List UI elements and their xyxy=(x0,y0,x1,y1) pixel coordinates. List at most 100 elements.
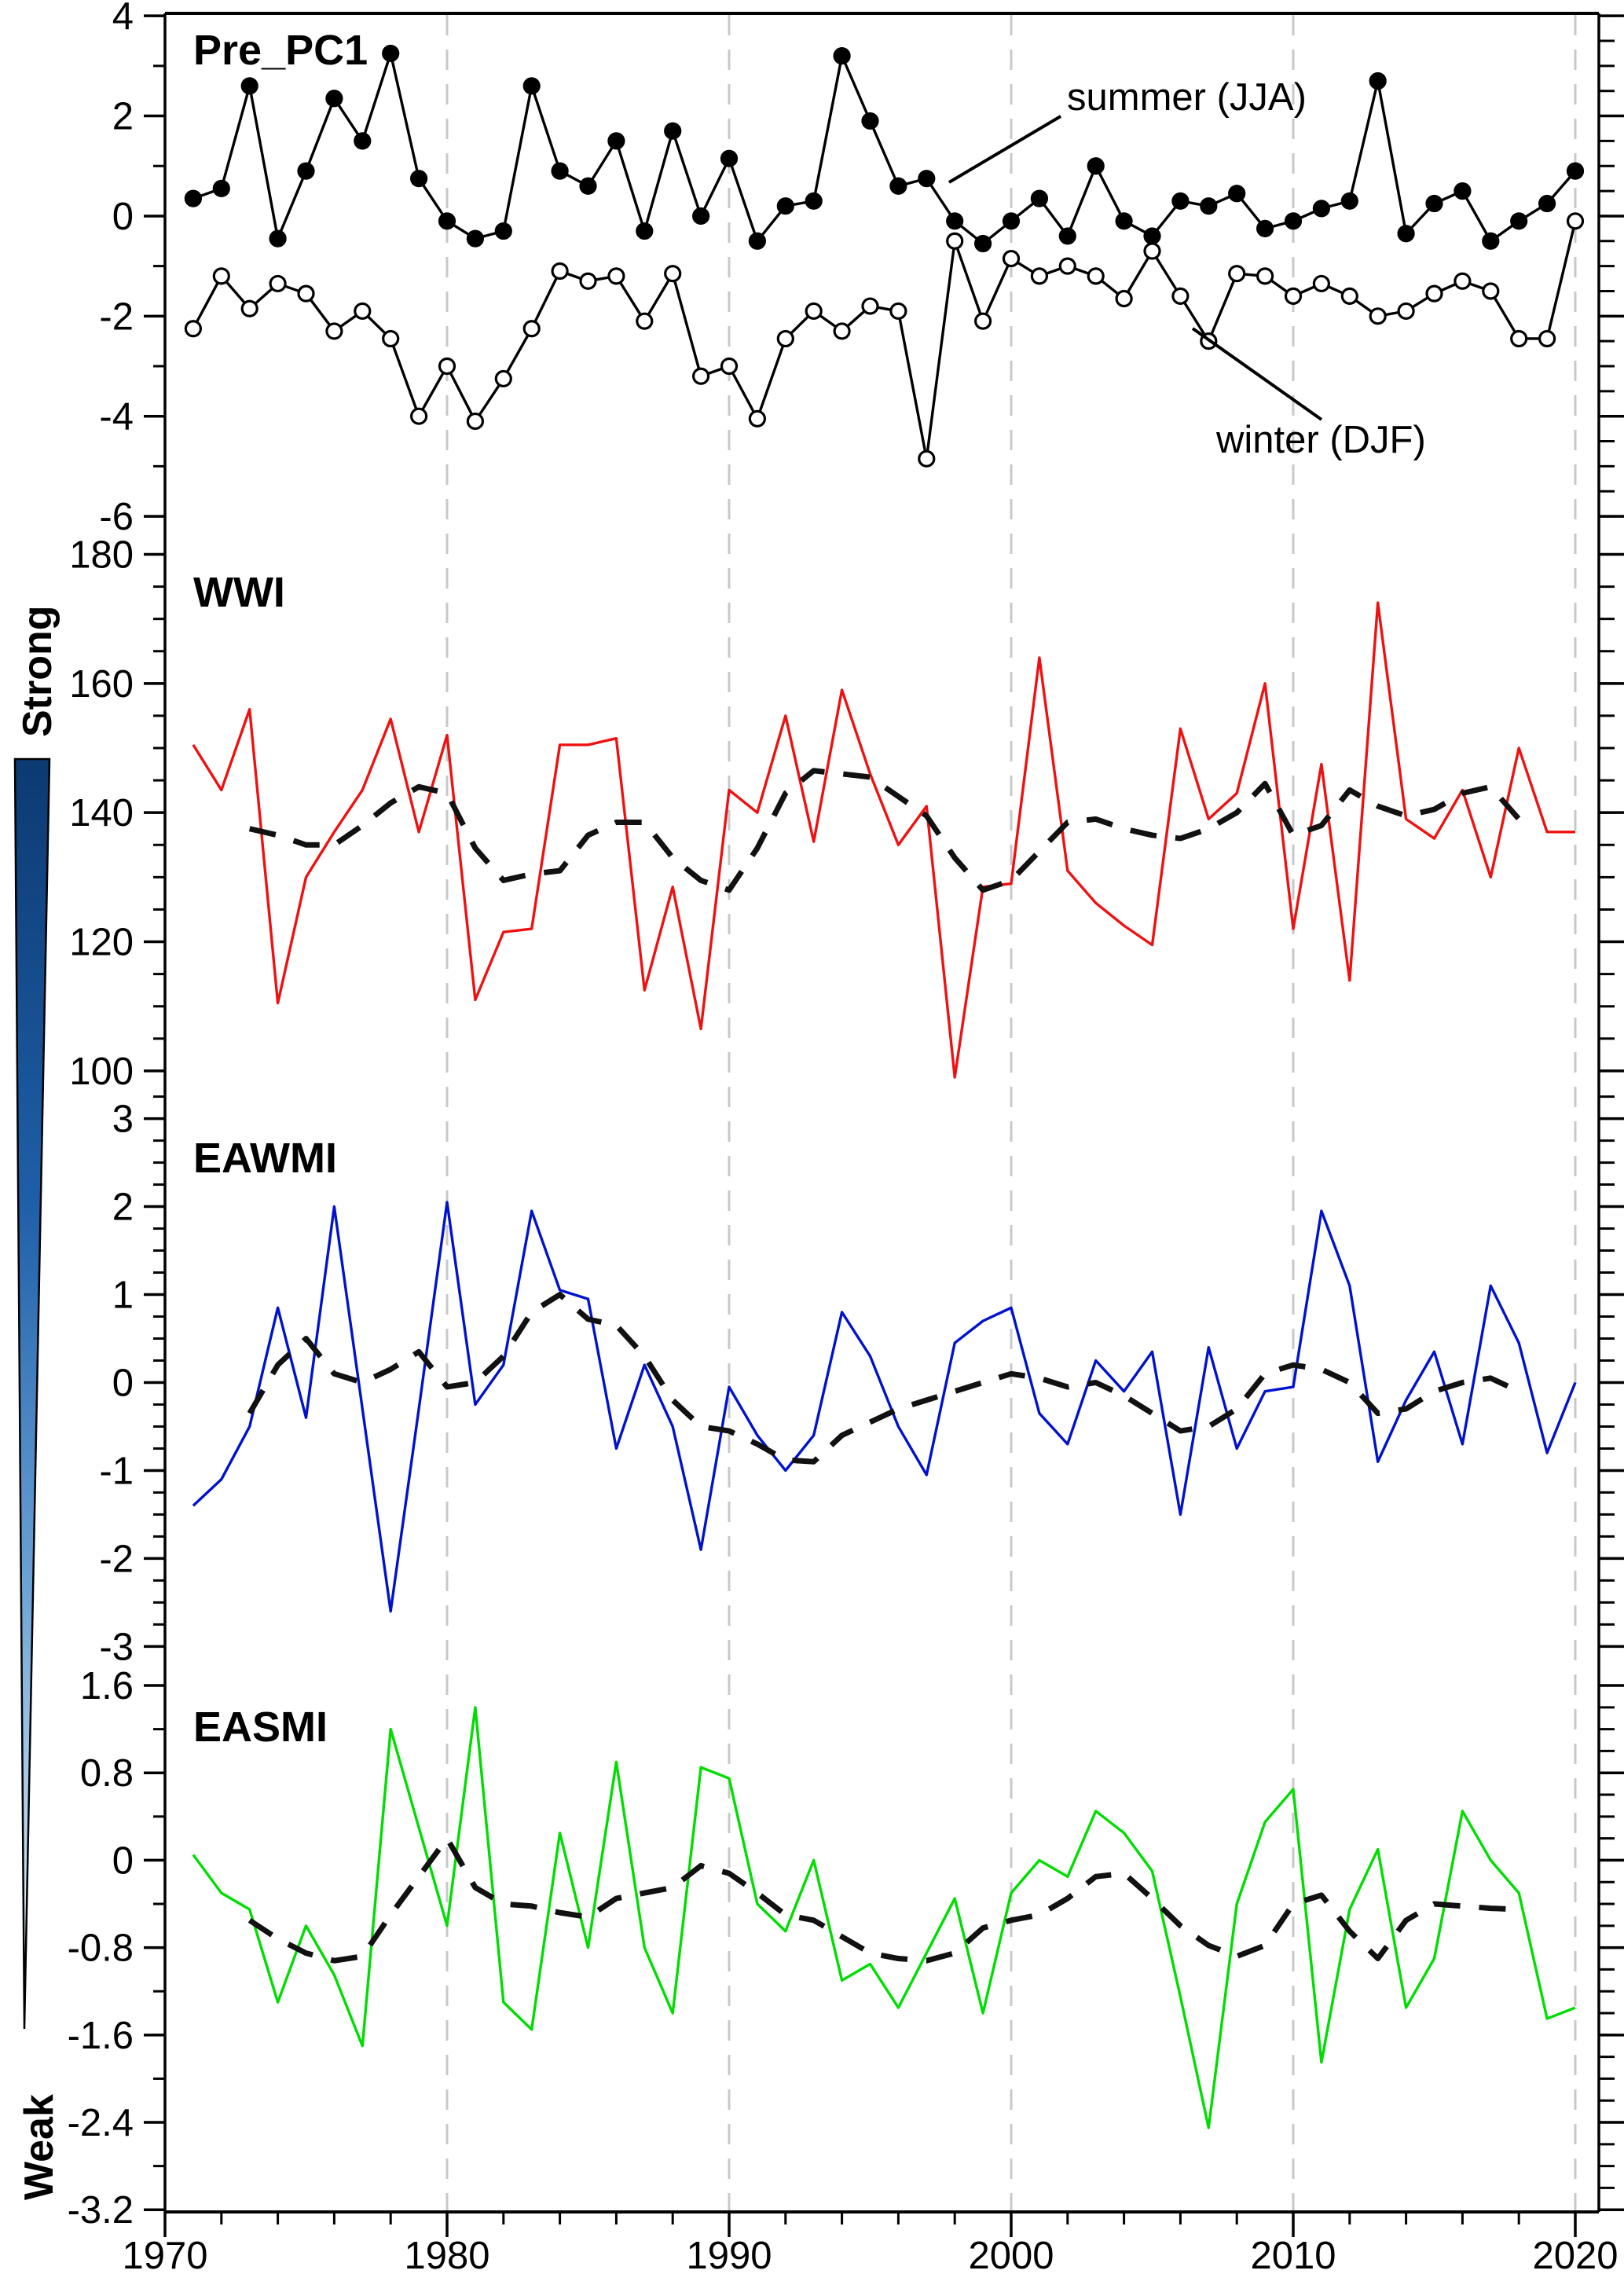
summer-data-point xyxy=(494,222,512,240)
summer-data-point xyxy=(522,77,541,95)
series-line-wwi xyxy=(248,768,1521,893)
winter-data-point xyxy=(636,312,654,330)
summer-data-point xyxy=(748,232,767,250)
winter-data-point xyxy=(212,267,230,285)
winter-data-point xyxy=(946,232,964,250)
winter-data-point xyxy=(1030,267,1049,285)
series-line-easmi xyxy=(192,1706,1576,2129)
winter-data-point xyxy=(1002,249,1021,268)
y-tick-label: 0 xyxy=(112,196,134,238)
winter-data-point xyxy=(1538,329,1556,348)
y-tick-label: 0 xyxy=(112,1839,134,1882)
winter-data-point xyxy=(522,320,541,338)
winter-data-point xyxy=(1397,302,1415,321)
summer-data-point xyxy=(1566,162,1585,180)
winter-data-point xyxy=(861,297,879,315)
y-tick-label: 3 xyxy=(112,1098,134,1141)
y-tick-label: -0.8 xyxy=(68,1927,134,1970)
winter-data-point xyxy=(409,407,428,425)
winter-data-point xyxy=(720,357,739,376)
summer-data-point xyxy=(1143,227,1161,245)
winter-data-point xyxy=(833,322,851,340)
summer-data-point xyxy=(805,192,823,210)
summer-label-pointer xyxy=(948,115,1062,184)
series-line-eawmi xyxy=(192,1201,1577,1613)
winter-data-point xyxy=(1566,212,1585,230)
winter-data-point xyxy=(1510,329,1528,348)
winter-data-point xyxy=(776,329,794,348)
winter-data-point xyxy=(1087,267,1105,285)
y-tick-label: 140 xyxy=(69,792,134,834)
summer-data-point xyxy=(833,47,851,65)
winter-data-point xyxy=(354,302,372,321)
summer-data-point xyxy=(1340,192,1358,210)
summer-data-point xyxy=(1312,200,1331,218)
series-line-pre_pc1 xyxy=(192,52,1577,245)
y-tick-label: 1.6 xyxy=(80,1665,134,1707)
summer-data-point xyxy=(776,197,794,215)
x-tick-label: 2010 xyxy=(1250,2235,1336,2274)
series-line-easmi xyxy=(247,1836,1520,1964)
summer-data-point xyxy=(691,207,710,226)
winter-data-point xyxy=(1143,242,1161,260)
gridlines xyxy=(445,15,1577,2210)
winter-data-point xyxy=(1228,265,1246,283)
summer-data-point xyxy=(579,177,597,195)
series-line-eawmi xyxy=(247,1292,1520,1465)
summer-data-point xyxy=(664,122,682,140)
winter-data-point xyxy=(1058,257,1076,275)
summer-data-point xyxy=(1058,227,1076,245)
winter-data-point xyxy=(1482,282,1500,300)
winter-data-point xyxy=(1425,284,1443,303)
summer-data-point xyxy=(1454,182,1472,200)
y-tick-label: -3.2 xyxy=(68,2189,134,2232)
summer-data-point xyxy=(382,44,400,63)
y-tick-label: -1.6 xyxy=(68,2015,134,2057)
x-tick-label: 1970 xyxy=(122,2235,207,2274)
x-tick-label: 2000 xyxy=(968,2235,1054,2274)
summer-data-point xyxy=(1030,189,1049,207)
y-tick-label: 180 xyxy=(69,534,134,576)
summer-data-point xyxy=(918,170,936,188)
summer-data-point xyxy=(1369,72,1387,90)
winter-data-point xyxy=(748,409,767,427)
panel-title-easmi: EASMI xyxy=(193,1704,328,1751)
series-line-wwi xyxy=(192,601,1575,1079)
y-tick-label: 100 xyxy=(69,1051,134,1093)
y-tick-label: -6 xyxy=(99,496,134,538)
winter-data-point xyxy=(494,369,512,388)
summer-data-point xyxy=(212,179,230,198)
x-tick-label: 1980 xyxy=(404,2235,489,2274)
y-tick-label: -2 xyxy=(99,295,134,338)
summer-data-point xyxy=(946,212,964,230)
summer-data-point xyxy=(409,170,428,188)
winter-data-point xyxy=(269,274,287,293)
y-tick-label: 160 xyxy=(69,663,134,706)
y-tick-label: 0 xyxy=(112,1362,134,1404)
winter-data-point xyxy=(184,320,202,338)
winter-data-point xyxy=(664,265,682,283)
winter-data-point xyxy=(805,302,823,321)
winter-data-point xyxy=(1454,272,1472,290)
winter-data-point xyxy=(691,367,710,385)
y-tick-label: 2 xyxy=(112,96,134,138)
winter-data-point xyxy=(1312,274,1331,293)
winter-label-pointer xyxy=(1191,327,1323,421)
winter-data-point xyxy=(1115,289,1133,308)
summer-data-point xyxy=(1200,197,1218,215)
winter-data-point xyxy=(918,449,936,468)
panel-title-wwi: WWI xyxy=(193,569,285,616)
winter-data-point xyxy=(607,267,625,285)
y-tick-label: 2 xyxy=(112,1187,134,1229)
summer-data-point xyxy=(1171,192,1190,210)
summer-data-point xyxy=(861,112,879,130)
y-tick-label: 120 xyxy=(69,922,134,964)
winter-data-point xyxy=(579,272,597,290)
winter-data-point xyxy=(1340,287,1358,305)
x-tick-label: 2020 xyxy=(1532,2235,1618,2274)
winter-data-point xyxy=(1369,307,1387,325)
summer-data-point xyxy=(1538,194,1556,213)
y-tick-label: 4 xyxy=(112,0,134,38)
